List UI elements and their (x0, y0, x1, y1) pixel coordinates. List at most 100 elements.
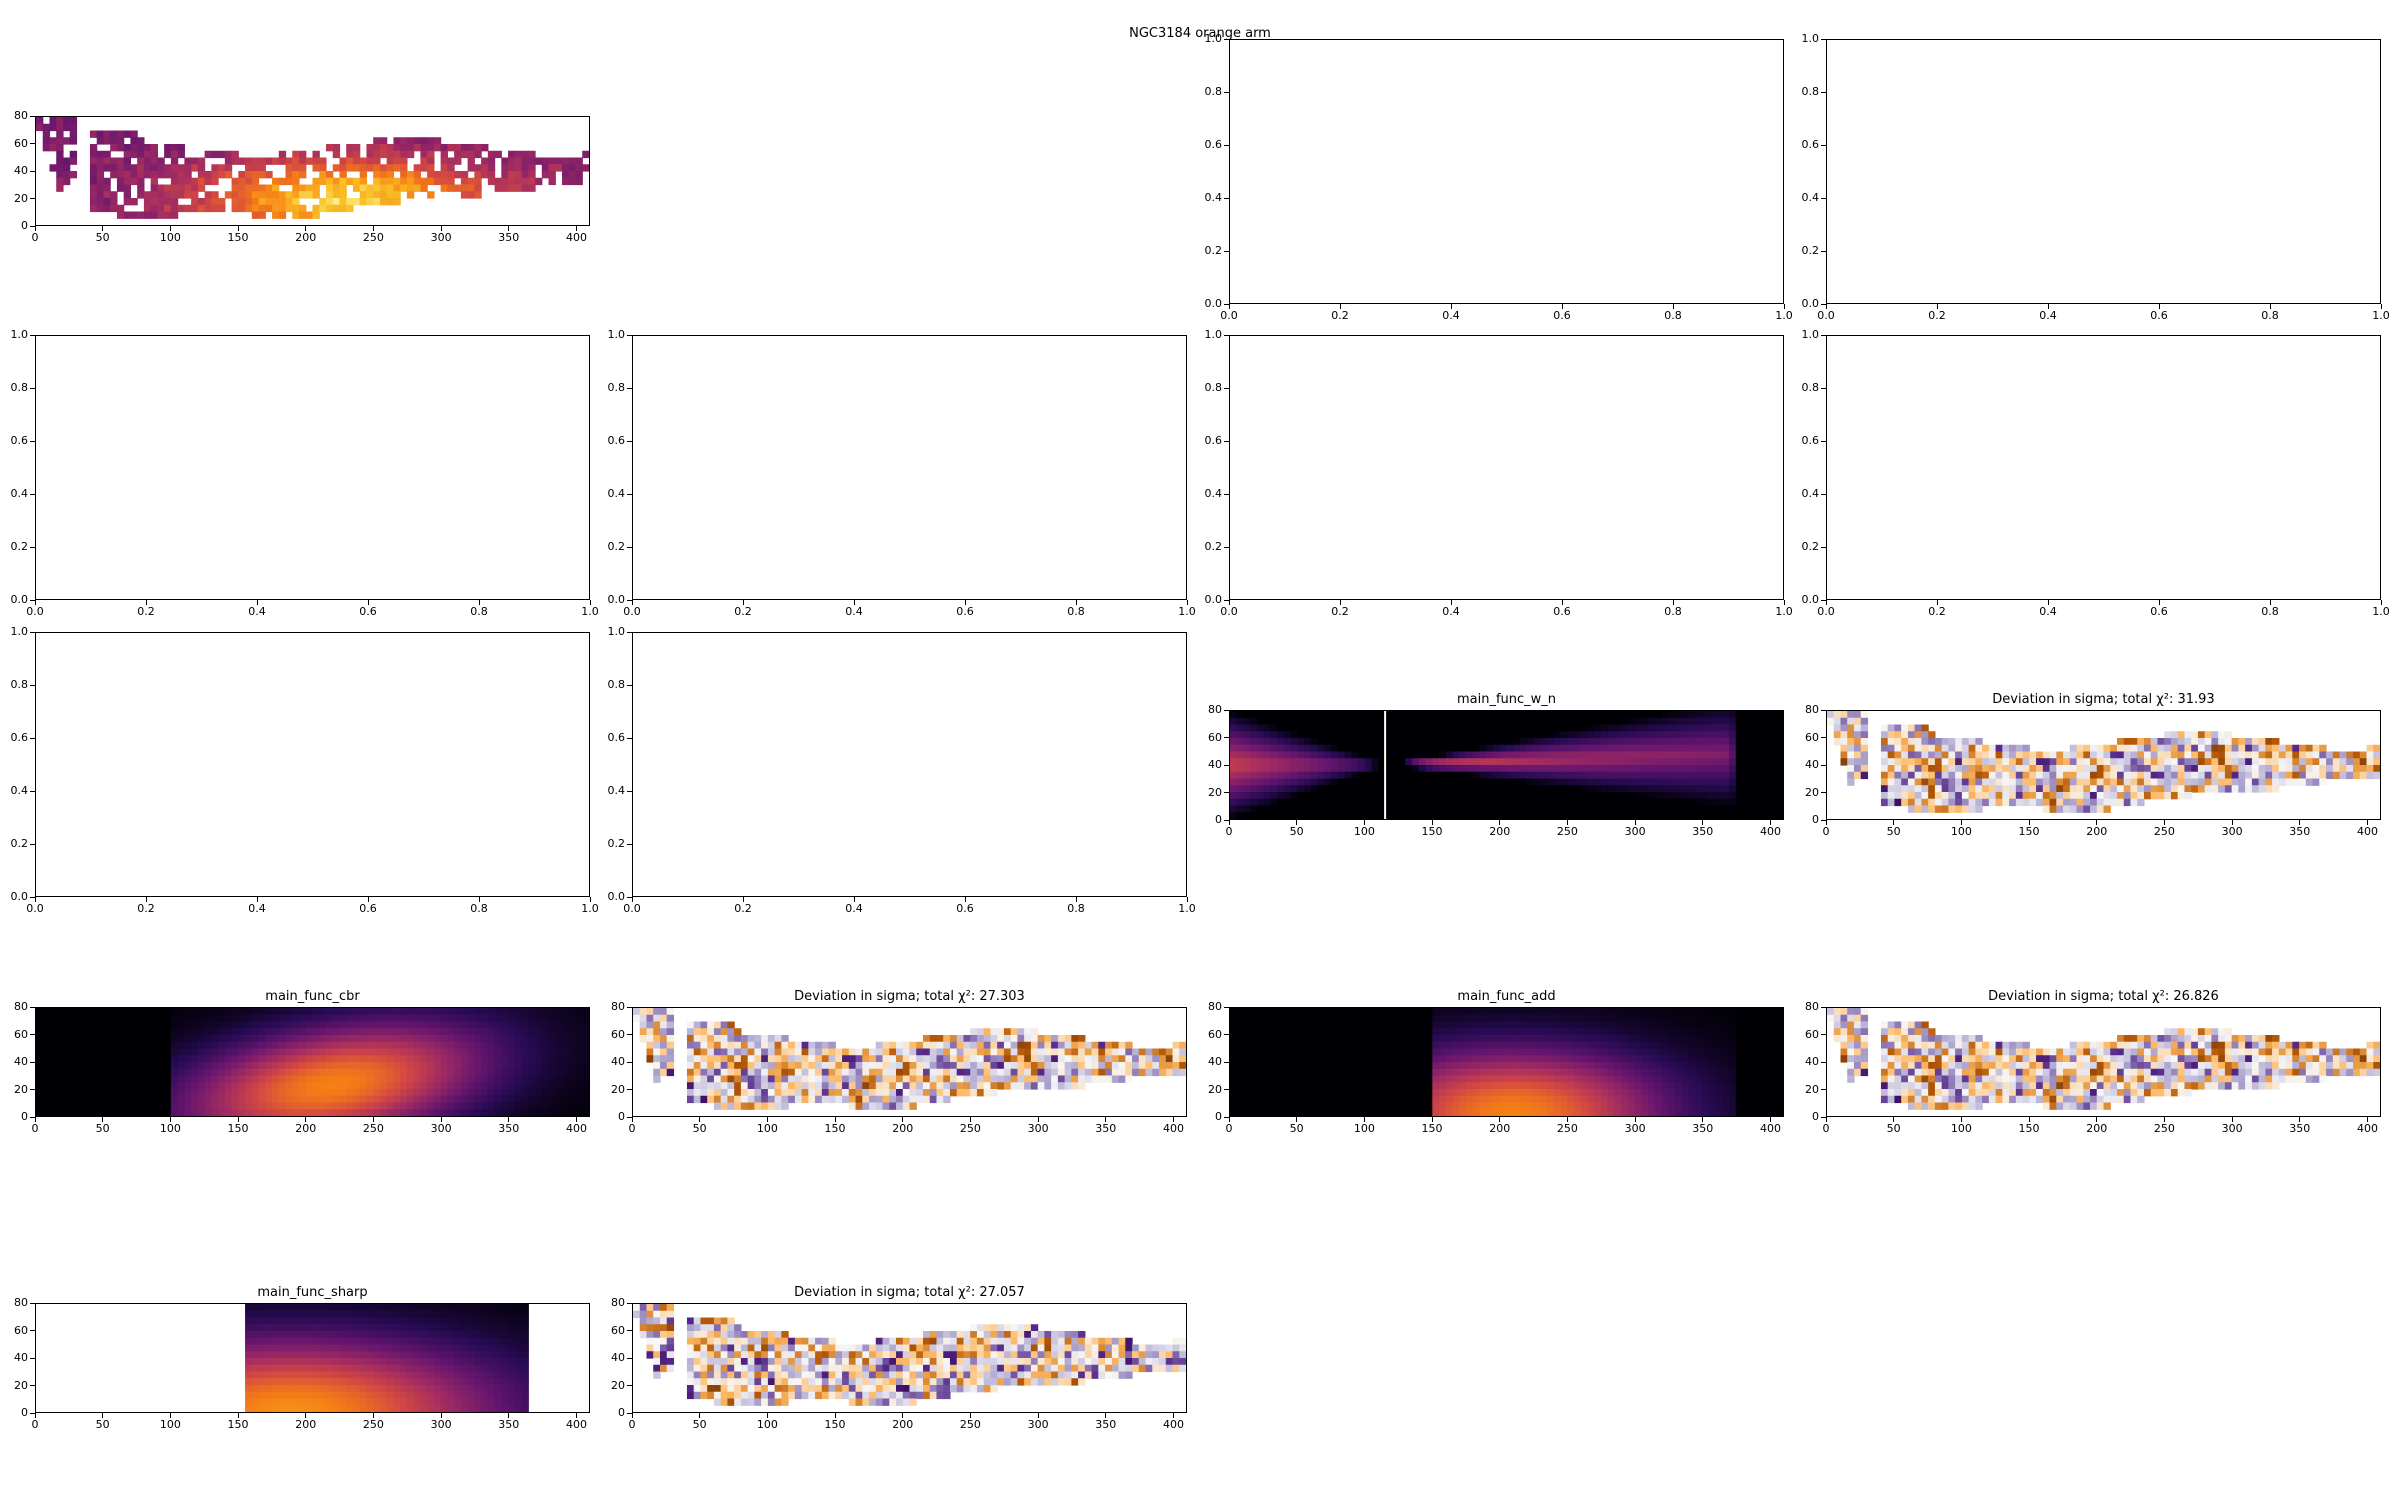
heatmap-cell (292, 211, 300, 219)
heatmap-cell (1118, 1048, 1126, 1056)
heatmap-cell (346, 1021, 354, 1029)
heatmap-cell (157, 1035, 165, 1043)
heatmap-cell (1621, 1008, 1629, 1016)
heatmap-cell (143, 1041, 152, 1050)
heatmap-cell (2083, 798, 2091, 807)
heatmap-cell (707, 1089, 715, 1097)
heatmap-cell (794, 1062, 803, 1070)
heatmap-cell (1600, 751, 1609, 759)
heatmap-cell (855, 1048, 863, 1056)
heatmap-cell (2096, 798, 2105, 807)
heatmap-cell (1256, 751, 1265, 759)
heatmap-cell (1722, 717, 1730, 726)
heatmap-cell (62, 1102, 71, 1110)
heatmap-cell (727, 1075, 735, 1083)
heatmap-cell (1901, 785, 1909, 793)
heatmap-cell (562, 1075, 570, 1083)
heatmap-cell (1715, 724, 1723, 732)
heatmap-cell (299, 184, 307, 192)
heatmap-cell (2002, 771, 2010, 780)
heatmap-cell (285, 1068, 293, 1077)
heatmap-cell (76, 1062, 84, 1070)
heatmap-cell (494, 1102, 502, 1110)
heatmap-cell (481, 1021, 489, 1029)
heatmap-cell (1452, 785, 1460, 793)
heatmap-cell (474, 1048, 482, 1056)
x-tick-label: 250 (2153, 825, 2175, 838)
heatmap-cell (1105, 1055, 1113, 1063)
heatmap-cell (727, 1102, 735, 1110)
heatmap-cell (1641, 717, 1649, 726)
heatmap-cell (528, 1068, 536, 1077)
heatmap-cell (245, 171, 253, 179)
heatmap-cell (1317, 812, 1326, 819)
heatmap-cell (245, 1089, 253, 1097)
heatmap-cell (197, 1089, 206, 1097)
heatmap-cell (562, 171, 570, 179)
heatmap-cell (224, 157, 233, 165)
heatmap-cell (1607, 717, 1615, 726)
heatmap-cell (42, 1041, 51, 1050)
heatmap-cell (2251, 744, 2260, 753)
heatmap-cell (2231, 738, 2239, 746)
heatmap-cell (1445, 771, 1454, 780)
heatmap-cell (2373, 771, 2380, 780)
heatmap-cell (1466, 785, 1474, 793)
heatmap-cell (76, 1055, 84, 1063)
x-tick-label: 100 (756, 1122, 778, 1135)
heatmap-cell (346, 1095, 354, 1104)
heatmap-cell (1230, 771, 1238, 780)
heatmap-cell (1290, 798, 1299, 807)
heatmap-cell (1735, 731, 1744, 739)
heatmap-cell (56, 1082, 64, 1090)
heatmap-cell (693, 1082, 702, 1090)
heatmap-cell (2049, 805, 2057, 813)
heatmap-cell (693, 1075, 702, 1083)
heatmap-cell (1118, 1075, 1126, 1083)
heatmap-cell (1749, 805, 1757, 813)
heatmap-cell (1975, 738, 1983, 746)
heatmap-cell (1540, 812, 1548, 819)
heatmap-cell (1833, 738, 1842, 746)
heatmap-cell (1466, 798, 1474, 807)
heatmap-cell (258, 164, 266, 172)
heatmap-cell (1304, 805, 1312, 813)
heatmap-cell (130, 1014, 138, 1023)
heatmap-cell (1702, 751, 1710, 759)
heatmap-cell (42, 1008, 51, 1016)
heatmap-cell (788, 1082, 796, 1090)
heatmap-cell (1405, 778, 1413, 786)
heatmap-cell (582, 1109, 589, 1116)
heatmap-cell (1125, 1041, 1133, 1050)
heatmap-cell (535, 1089, 543, 1097)
heatmap-cell (1627, 731, 1636, 739)
heatmap-cell (1466, 792, 1474, 800)
heatmap-cell (1661, 738, 1669, 746)
heatmap-cell (1600, 785, 1609, 793)
heatmap-cell (312, 1035, 320, 1043)
heatmap-cell (720, 1048, 729, 1056)
heatmap-cell (1607, 778, 1615, 786)
heatmap-cell (1641, 724, 1649, 732)
heatmap-cell (312, 177, 320, 186)
heatmap-cell (299, 157, 307, 165)
heatmap-cell (1179, 1048, 1186, 1056)
heatmap-cell (400, 1014, 408, 1023)
heatmap-cell (1948, 785, 1956, 793)
heatmap-cell (575, 164, 583, 172)
heatmap-cell (2292, 751, 2300, 759)
heatmap-cell (1159, 1055, 1167, 1063)
x-tick-label: 0.2 (1331, 309, 1349, 322)
heatmap-cell (265, 1008, 273, 1016)
heatmap-cell (2069, 792, 2078, 800)
y-tick-label: 0 (21, 1110, 28, 1123)
heatmap-cell (1634, 1008, 1642, 1016)
heatmap-cell (1459, 765, 1467, 773)
heatmap-cell (1729, 771, 1737, 780)
heatmap-cell (56, 184, 64, 192)
heatmap-cell (1479, 744, 1487, 753)
heatmap-cell (1735, 738, 1744, 746)
heatmap-cell (734, 1095, 742, 1104)
heatmap-cell (1675, 751, 1683, 759)
heatmap-cell (1934, 765, 1943, 773)
